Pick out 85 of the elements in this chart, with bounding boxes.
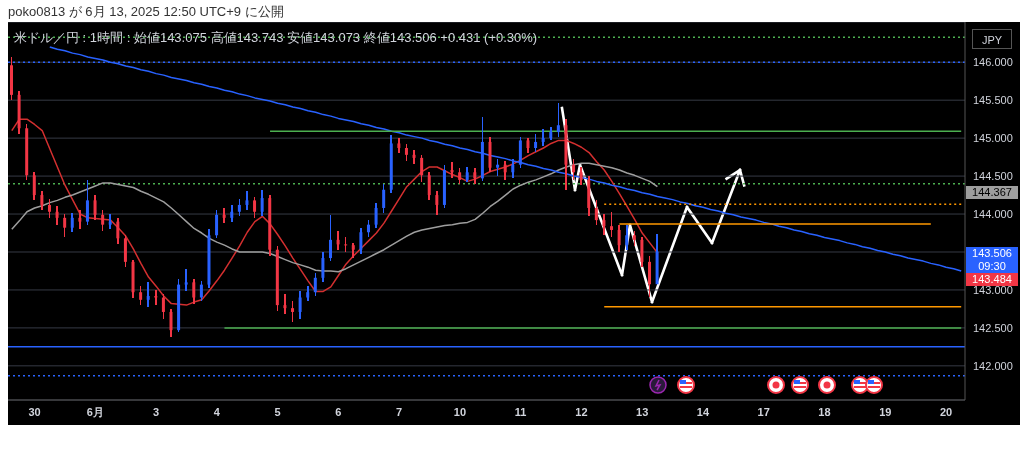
candlestick bbox=[648, 254, 651, 298]
candlestick bbox=[329, 214, 332, 262]
candlestick bbox=[253, 196, 257, 219]
y-tick-label: 144.500 bbox=[973, 169, 1013, 182]
text: 143.506 bbox=[966, 247, 1018, 260]
candlestick bbox=[222, 207, 226, 224]
text: JPY bbox=[972, 29, 1012, 49]
candlestick bbox=[610, 210, 614, 238]
candlestick bbox=[63, 213, 67, 238]
candlestick bbox=[572, 158, 576, 181]
candlestick bbox=[245, 190, 249, 212]
x-tick-label: 14 bbox=[696, 405, 710, 418]
candlestick bbox=[93, 194, 97, 221]
candlestick bbox=[146, 281, 150, 308]
candlestick bbox=[108, 213, 112, 231]
candlestick bbox=[78, 209, 82, 231]
x-tick-label: 18 bbox=[818, 405, 831, 418]
candlestick bbox=[366, 219, 370, 238]
candlestick bbox=[556, 102, 560, 138]
candlestick bbox=[579, 166, 583, 186]
y-tick-label: 142.500 bbox=[973, 321, 1013, 334]
candlestick bbox=[199, 280, 203, 303]
candlestick bbox=[503, 160, 507, 181]
x-tick-label: 7 bbox=[396, 405, 403, 418]
candlestick bbox=[215, 209, 219, 240]
candlestick bbox=[435, 190, 439, 216]
candlestick bbox=[640, 236, 644, 268]
candlestick bbox=[427, 171, 431, 202]
x-tick-label: 4 bbox=[213, 405, 221, 418]
y-tick-label: 146.000 bbox=[973, 56, 1013, 69]
candlestick bbox=[359, 226, 363, 255]
candlestick bbox=[40, 190, 44, 212]
y-tick-label: 142.000 bbox=[973, 359, 1013, 372]
candlestick bbox=[184, 267, 188, 293]
text: 米ドル／円 : 1時間 : 始値143.075 高値143.743 安値143.073 終値143.506 +0.431 (+0.30%) bbox=[14, 29, 538, 47]
candlestick bbox=[32, 170, 36, 202]
candlestick bbox=[511, 158, 515, 179]
candlestick bbox=[161, 292, 165, 320]
candlestick bbox=[291, 300, 295, 323]
x-tick-label: 30 bbox=[28, 405, 41, 418]
x-tick-label: 6月 bbox=[86, 405, 104, 418]
candlestick bbox=[321, 251, 325, 284]
candlestick bbox=[70, 211, 74, 234]
x-tick-label: 12 bbox=[575, 405, 588, 418]
candlestick bbox=[55, 205, 59, 227]
candlestick bbox=[382, 182, 386, 214]
candlestick bbox=[101, 209, 105, 232]
x-tick-label: 10 bbox=[453, 405, 467, 418]
candlestick bbox=[602, 213, 606, 237]
y-tick-label: 145.000 bbox=[973, 132, 1013, 145]
candlestick bbox=[283, 292, 287, 316]
y-tick-label: 144.000 bbox=[973, 207, 1013, 220]
candlestick bbox=[123, 234, 127, 268]
candlestick bbox=[374, 201, 378, 229]
candlestick bbox=[85, 179, 89, 227]
text: 09:30 bbox=[966, 260, 1018, 273]
candlestick bbox=[617, 224, 621, 253]
candlestick bbox=[625, 224, 629, 252]
x-tick-label: 11 bbox=[514, 405, 527, 418]
candlestick bbox=[192, 277, 196, 305]
candlestick bbox=[116, 217, 120, 246]
candlestick bbox=[412, 148, 416, 165]
x-tick-label: 17 bbox=[757, 405, 770, 418]
candlestick bbox=[139, 285, 143, 306]
candlestick bbox=[594, 199, 598, 227]
x-tick-label: 19 bbox=[879, 405, 892, 418]
candlestick bbox=[420, 154, 424, 183]
candlestick bbox=[260, 188, 264, 217]
x-tick-label: 3 bbox=[153, 405, 160, 418]
text: 144.367 bbox=[966, 186, 1018, 199]
candlestick bbox=[541, 128, 545, 147]
x-tick-label: 6 bbox=[335, 405, 342, 418]
candlestick bbox=[47, 198, 51, 219]
candlestick bbox=[10, 56, 13, 101]
y-tick-label: 143.000 bbox=[973, 283, 1013, 296]
text: 143.484 bbox=[966, 273, 1018, 286]
candlestick bbox=[313, 272, 317, 297]
candlestick bbox=[154, 289, 158, 306]
y-tick-label: 145.500 bbox=[973, 94, 1013, 107]
candlestick bbox=[169, 308, 173, 338]
x-tick-label: 13 bbox=[636, 405, 649, 418]
x-tick-label: 20 bbox=[939, 405, 953, 418]
x-tick-label: 5 bbox=[274, 405, 281, 418]
candlestick bbox=[298, 290, 302, 320]
chart-subtitle: poko0813 が 6月 13, 2025 12:50 UTC+9 に公開 bbox=[8, 3, 284, 21]
